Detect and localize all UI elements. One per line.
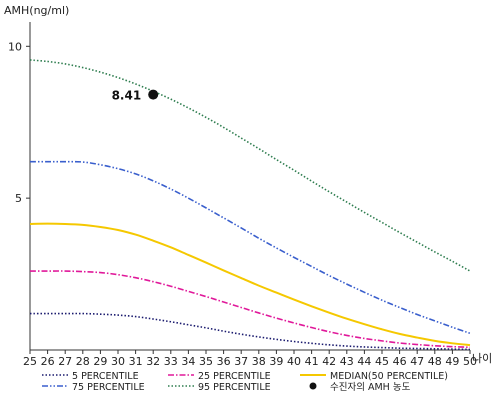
x-tick-label: 43 [340,355,354,368]
x-tick-label: 50 [463,355,477,368]
x-ticks: 25 26 27 28 29 30 31 32 33 34 35 36 37 38 39 40 41 42 43 44… [23,350,477,368]
legend-label: 5 PERCENTILE [72,371,139,382]
x-tick-label: 38 [252,355,266,368]
legend-marker-swatch [310,383,317,390]
x-tick-label: 26 [41,355,55,368]
series-line-median-50-percentile [30,224,470,345]
legend-label: MEDIAN(50 PERCENTILE) [330,371,448,382]
x-tick-label: 48 [428,355,442,368]
x-tick-label: 42 [322,355,336,368]
x-tick-label: 31 [129,355,143,368]
x-tick-label: 34 [181,355,195,368]
legend-marker-label: 수진자의 AMH 농도 [330,382,411,393]
x-tick-label: 37 [234,355,248,368]
x-tick-label: 49 [445,355,459,368]
y-ticks: 5 10 [8,40,30,205]
x-tick-label: 45 [375,355,389,368]
legend-label: 95 PERCENTILE [198,382,271,393]
x-tick-label: 27 [58,355,72,368]
patient-marker-group: 8.41 [112,89,159,103]
y-tick-label: 10 [8,40,22,53]
series-line-75-percentile [30,162,470,334]
x-tick-label: 46 [393,355,407,368]
x-tick-label: 25 [23,355,37,368]
x-tick-label: 35 [199,355,213,368]
x-tick-label: 30 [111,355,125,368]
patient-amh-value-label: 8.41 [112,89,142,103]
y-axis-title: AMH(ng/ml) [4,4,69,17]
x-tick-label: 36 [217,355,231,368]
x-tick-label: 47 [410,355,424,368]
patient-amh-point [148,90,158,100]
x-tick-label: 32 [146,355,160,368]
series-lines [30,60,470,349]
x-tick-label: 39 [269,355,283,368]
x-tick-label: 28 [76,355,90,368]
legend-label: 75 PERCENTILE [72,382,145,393]
x-tick-label: 41 [305,355,319,368]
x-tick-label: 29 [93,355,107,368]
x-tick-label: 33 [164,355,178,368]
series-line-95-percentile [30,60,470,271]
x-tick-label: 44 [357,355,371,368]
x-tick-label: 40 [287,355,301,368]
legend-label: 25 PERCENTILE [198,371,271,382]
y-tick-label: 5 [15,192,22,205]
